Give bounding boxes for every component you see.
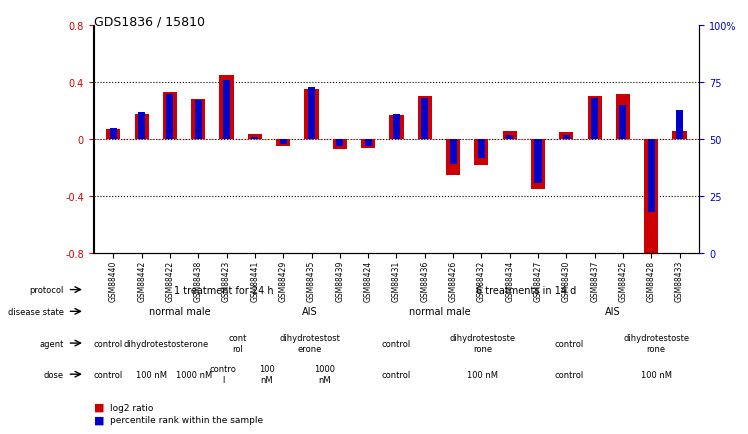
Text: log2 ratio: log2 ratio: [110, 403, 153, 411]
Bar: [446, 140, 460, 176]
Bar: [135, 114, 149, 140]
Text: disease state: disease state: [8, 307, 64, 316]
Bar: [648, 140, 654, 213]
Bar: [138, 112, 145, 140]
Text: 6 treatments in 14 d: 6 treatments in 14 d: [476, 285, 577, 295]
Text: agent: agent: [40, 339, 64, 348]
Text: 100 nM: 100 nM: [135, 370, 167, 379]
Bar: [417, 97, 432, 140]
Text: ■: ■: [94, 402, 104, 412]
Text: 100
nM: 100 nM: [259, 365, 275, 384]
Bar: [280, 140, 286, 145]
Bar: [364, 140, 372, 147]
Bar: [223, 81, 230, 140]
Text: control: control: [381, 339, 411, 348]
Text: ■: ■: [94, 415, 104, 424]
Text: control: control: [94, 339, 123, 348]
Bar: [390, 116, 403, 140]
Bar: [560, 133, 574, 140]
Text: control: control: [555, 370, 584, 379]
Bar: [562, 135, 570, 140]
Text: control: control: [381, 370, 411, 379]
Text: dihydrotestost
erone: dihydrotestost erone: [280, 334, 340, 353]
Text: dihydrotestoste
rone: dihydrotestoste rone: [450, 334, 516, 353]
Bar: [478, 140, 485, 158]
Bar: [474, 140, 488, 166]
Text: normal male: normal male: [150, 307, 211, 316]
Text: percentile rank within the sample: percentile rank within the sample: [110, 415, 263, 424]
Bar: [393, 115, 400, 140]
Bar: [191, 100, 206, 140]
Text: dihydrotestosterone: dihydrotestosterone: [123, 339, 208, 348]
Bar: [248, 134, 262, 140]
Bar: [361, 140, 375, 148]
Bar: [333, 140, 347, 150]
Bar: [619, 106, 627, 140]
Bar: [337, 140, 343, 147]
Text: 100 nM: 100 nM: [640, 370, 672, 379]
Bar: [531, 140, 545, 190]
Bar: [676, 110, 683, 140]
Bar: [308, 88, 315, 140]
Bar: [672, 132, 687, 140]
Text: 1000 nM: 1000 nM: [177, 370, 212, 379]
Bar: [587, 97, 601, 140]
Text: contro
l: contro l: [210, 365, 237, 384]
Text: control: control: [555, 339, 584, 348]
Bar: [304, 90, 319, 140]
Bar: [450, 140, 456, 165]
Bar: [276, 140, 290, 147]
Bar: [194, 101, 202, 140]
Bar: [421, 99, 429, 140]
Bar: [219, 76, 233, 140]
Text: 100 nM: 100 nM: [468, 370, 498, 379]
Text: normal male: normal male: [409, 307, 470, 316]
Text: dihydrotestoste
rone: dihydrotestoste rone: [623, 334, 689, 353]
Text: cont
rol: cont rol: [229, 334, 247, 353]
Bar: [163, 93, 177, 140]
Text: dose: dose: [43, 370, 64, 379]
Bar: [166, 94, 174, 140]
Bar: [506, 135, 513, 140]
Bar: [616, 95, 630, 140]
Bar: [591, 99, 598, 140]
Text: protocol: protocol: [29, 286, 64, 294]
Text: 1 treatment for 24 h: 1 treatment for 24 h: [174, 285, 273, 295]
Bar: [503, 132, 517, 140]
Bar: [110, 128, 117, 140]
Bar: [644, 140, 658, 257]
Text: AIS: AIS: [605, 307, 621, 316]
Bar: [251, 138, 258, 140]
Text: 1000
nM: 1000 nM: [314, 365, 335, 384]
Text: GDS1836 / 15810: GDS1836 / 15810: [94, 15, 204, 28]
Bar: [535, 140, 542, 183]
Bar: [106, 130, 120, 140]
Text: control: control: [94, 370, 123, 379]
Text: AIS: AIS: [302, 307, 318, 316]
